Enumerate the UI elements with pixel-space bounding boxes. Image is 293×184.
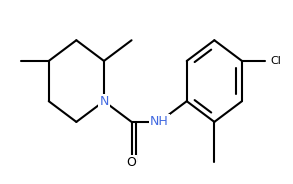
Text: N: N <box>99 95 109 108</box>
Text: Cl: Cl <box>271 56 282 66</box>
Text: O: O <box>127 156 137 169</box>
Text: NH: NH <box>150 115 168 128</box>
